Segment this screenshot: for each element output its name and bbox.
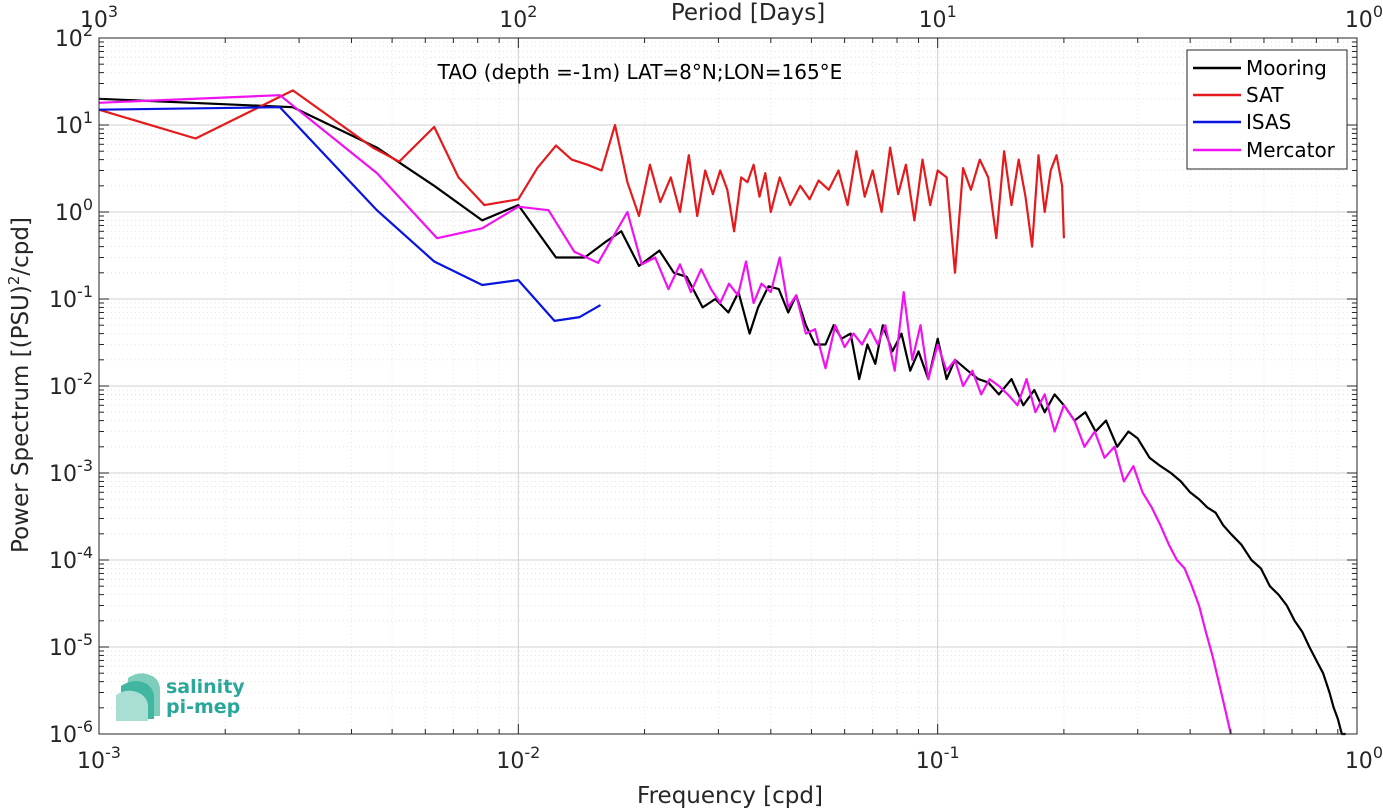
y-tick-label: 100	[55, 195, 93, 226]
series-line-mercator	[98, 94, 1232, 735]
logo-text-salinity: salinity	[166, 676, 245, 698]
legend: Mooring SAT ISAS Mercator	[1186, 49, 1348, 170]
x-tick-label: 10-2	[496, 743, 540, 774]
tick-marks	[98, 38, 1357, 735]
x-tick-label: 100	[1345, 743, 1383, 774]
y-tick-label: 10-6	[49, 717, 93, 748]
x-top-tick-label: 102	[499, 2, 537, 33]
x-tick-label: 10-1	[916, 743, 960, 774]
series-layer	[98, 89, 1346, 736]
y-tick-label: 10-2	[49, 369, 93, 400]
x-tick-label: 10-3	[77, 743, 121, 774]
y-tick-label: 10-5	[49, 630, 93, 661]
legend-label-mooring: Mooring	[1246, 56, 1327, 80]
logo-wave-front	[116, 690, 148, 721]
series-line-sat	[98, 89, 1065, 274]
y-tick-label: 10-4	[49, 543, 93, 574]
x-top-axis-label: Period [Days]	[671, 0, 825, 26]
salinity-pi-mep-logo: salinity pi-mep	[116, 673, 245, 721]
y-axis-label-sup: 2	[5, 276, 23, 286]
legend-label-sat: SAT	[1246, 83, 1284, 107]
x-top-tick-label: 100	[1345, 2, 1383, 33]
y-tick-label: 101	[55, 108, 93, 139]
y-axis-label: Power Spectrum [(PSU)2/cpd]	[5, 217, 34, 553]
legend-label-isas: ISAS	[1246, 110, 1291, 134]
chart-title: TAO (depth =-1m) LAT=8°N;LON=165°E	[437, 60, 843, 84]
y-tick-label: 102	[55, 21, 93, 52]
y-axis-label-tail: /cpd]	[8, 217, 34, 276]
x-top-tick-label: 103	[80, 2, 118, 33]
y-tick-label: 10-1	[49, 282, 93, 313]
y-axis-label-main: Power Spectrum [(PSU)	[8, 285, 34, 553]
series-line-mooring	[98, 97, 1346, 736]
x-top-tick-label: 101	[919, 2, 957, 33]
x-axis-label: Frequency [cpd]	[637, 783, 823, 809]
logo-text-pi-mep: pi-mep	[166, 696, 240, 718]
y-tick-label: 10-3	[49, 456, 93, 487]
series-line-isas	[98, 106, 602, 322]
legend-label-mercator: Mercator	[1246, 138, 1336, 162]
